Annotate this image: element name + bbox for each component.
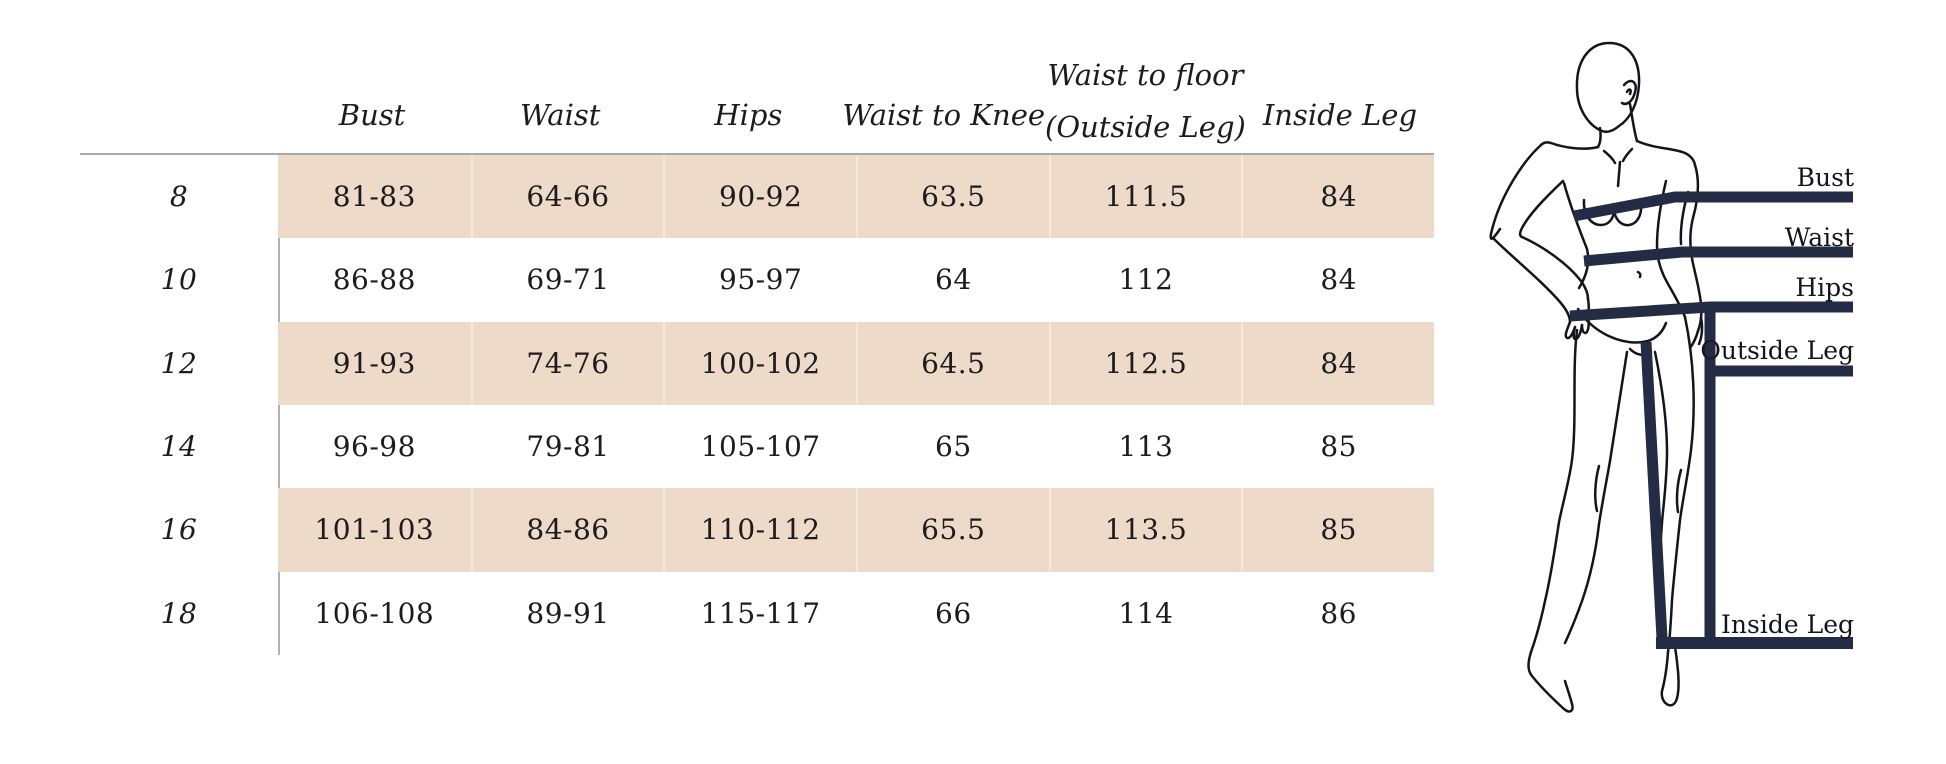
- cell-bust: 81-83: [278, 155, 471, 239]
- cell-waist-to-floor: 113.5: [1048, 488, 1242, 572]
- cell-hips: 90-92: [663, 155, 856, 239]
- cell-waist-to-floor: 112.5: [1048, 321, 1242, 405]
- cell-size: 8: [169, 180, 189, 214]
- measurement-figure: [1489, 41, 1853, 713]
- cell-waist: 89-91: [526, 596, 610, 630]
- waist-band: [1583, 246, 1853, 267]
- cell-hips: 110-112: [663, 488, 856, 572]
- cell-waist: 84-86: [470, 488, 664, 572]
- cell-bust: 91-93: [278, 321, 471, 405]
- cell-inside-leg: 84: [1241, 321, 1434, 405]
- cell-waist-to-knee: 64.5: [856, 321, 1049, 405]
- cell-bust: 96-98: [332, 430, 416, 464]
- cell-hips: 115-117: [700, 596, 821, 630]
- cell-inside-leg: 85: [1241, 488, 1434, 572]
- inside-leg-band: [1640, 341, 1668, 639]
- cell-size: 12: [160, 346, 198, 380]
- cell-bust: 101-103: [278, 488, 471, 572]
- cell-waist-to-floor: 113: [1118, 430, 1174, 464]
- header-cell-inside-leg: Inside Leg: [1262, 98, 1418, 132]
- table-row: 10 86-88 69-71 95-97 64 112 84: [80, 238, 1434, 321]
- cell-size: 16: [160, 513, 198, 547]
- cell-waist: 74-76: [470, 321, 664, 405]
- figure-label-bust: Bust: [1796, 163, 1854, 192]
- size-table-header: Bust Waist Hips Waist to Knee Waist to f…: [80, 40, 1434, 154]
- header-cell-bust: Bust: [338, 98, 406, 132]
- figure-label-outside-leg: Outside Leg: [1700, 336, 1854, 365]
- table-row: 18 106-108 89-91 115-117 66 114 86: [80, 572, 1434, 655]
- size-column-divider-line: [278, 155, 280, 655]
- cell-size: 10: [160, 263, 198, 297]
- header-cell-waist-to-floor: Waist to floor (Outside Leg): [1045, 40, 1246, 154]
- header-waist-to-floor-line2: (Outside Leg): [1045, 110, 1246, 144]
- cell-bust: 86-88: [332, 263, 416, 297]
- header-divider-line: [80, 153, 1434, 155]
- cell-waist: 69-71: [526, 263, 610, 297]
- header-cell-hips: Hips: [714, 98, 783, 132]
- cell-hips: 105-107: [700, 430, 821, 464]
- bust-band: [1572, 191, 1853, 222]
- table-row: 14 96-98 79-81 105-107 65 113 85: [80, 405, 1434, 488]
- size-table-body: 8 81-83 64-66 90-92 63.5 111.5 84 10 86-…: [80, 155, 1434, 655]
- cell-waist-to-knee: 65.5: [856, 488, 1049, 572]
- table-row: 8 81-83 64-66 90-92 63.5 111.5 84: [80, 155, 1434, 239]
- cell-waist-to-knee: 63.5: [856, 155, 1049, 239]
- cell-inside-leg: 85: [1320, 430, 1357, 464]
- cell-waist-to-knee: 66: [935, 596, 972, 630]
- cell-waist-to-knee: 64: [935, 263, 972, 297]
- figure-label-inside-leg: Inside Leg: [1721, 610, 1854, 639]
- cell-inside-leg: 86: [1320, 596, 1357, 630]
- cell-inside-leg: 84: [1241, 155, 1434, 239]
- header-cell-waist: Waist: [520, 98, 601, 132]
- header-cell-waist-to-knee: Waist to Knee: [842, 98, 1046, 132]
- cell-hips: 95-97: [719, 263, 803, 297]
- cell-bust: 106-108: [314, 596, 435, 630]
- cell-waist-to-floor: 112: [1118, 263, 1174, 297]
- cell-hips: 100-102: [663, 321, 856, 405]
- cell-size: 14: [160, 430, 198, 464]
- cell-waist-to-floor: 114: [1118, 596, 1174, 630]
- header-waist-to-floor-line1: Waist to floor: [1047, 58, 1244, 92]
- header-cell-empty: [80, 40, 278, 154]
- cell-inside-leg: 84: [1320, 263, 1357, 297]
- table-row: 12 91-93 74-76 100-102 64.5 112.5 84: [80, 321, 1434, 405]
- figure-label-hips: Hips: [1795, 273, 1854, 302]
- table-row: 16 101-103 84-86 110-112 65.5 113.5 85: [80, 488, 1434, 572]
- cell-waist: 64-66: [470, 155, 664, 239]
- cell-waist-to-floor: 111.5: [1048, 155, 1242, 239]
- cell-size: 18: [160, 596, 198, 630]
- cell-waist-to-knee: 65: [935, 430, 972, 464]
- cell-waist: 79-81: [526, 430, 610, 464]
- figure-label-waist: Waist: [1784, 223, 1854, 252]
